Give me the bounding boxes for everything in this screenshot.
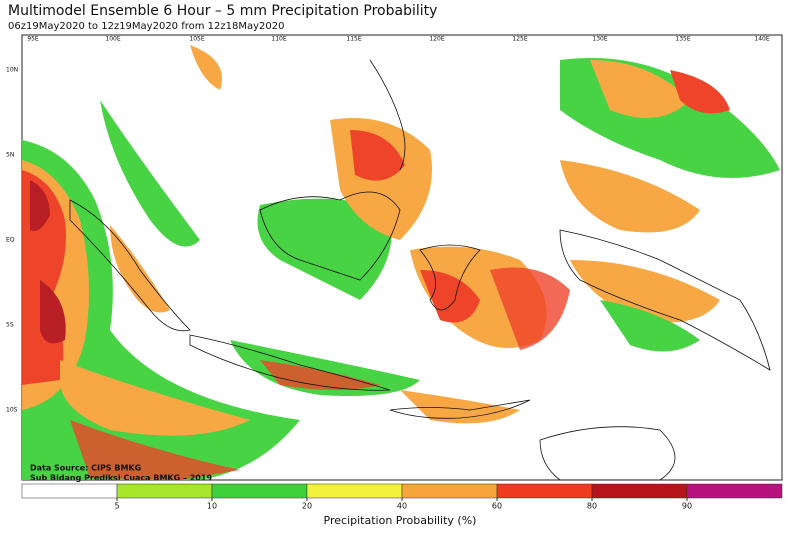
- credit: Data Source: CIPS BMKG: [30, 464, 141, 473]
- colorbar-tick-label: 10: [207, 502, 217, 511]
- lon-label: 105E: [189, 36, 204, 43]
- colorbar-tick-label: 5: [114, 502, 119, 511]
- colorbar-tick-label: 90: [682, 502, 692, 511]
- lon-label: 100E: [105, 36, 120, 43]
- colorbar-segment: [401, 483, 498, 499]
- colorbar-segment: [496, 483, 593, 499]
- lat-label: 5S: [6, 322, 14, 329]
- colorbar-tick-label: 40: [397, 502, 407, 511]
- colorbar-segment: [21, 483, 118, 499]
- lon-label: 95E: [27, 36, 39, 43]
- colorbar-label: Precipitation Probability (%): [324, 514, 477, 527]
- lat-label: 10N: [6, 67, 18, 74]
- precip-field: [22, 45, 780, 480]
- colorbar-segment: [306, 483, 403, 499]
- lat-label: 5N: [6, 152, 14, 159]
- lon-label: 115E: [346, 36, 361, 43]
- lon-label: 135E: [675, 36, 690, 43]
- colorbar-tick-label: 60: [492, 502, 502, 511]
- lat-label: 10S: [6, 407, 18, 414]
- colorbar-tick-label: 80: [587, 502, 597, 511]
- lon-label: 110E: [271, 36, 286, 43]
- colorbar: 5 10 20 40 60 80 90: [21, 483, 783, 511]
- colorbar-segment: [116, 483, 213, 499]
- colorbar-segment: [211, 483, 308, 499]
- credit: Sub Bidang Prediksi Cuaca BMKG – 2019: [30, 474, 212, 483]
- colorbar-segment: [686, 483, 783, 499]
- title: Multimodel Ensemble 6 Hour – 5 mm Precip…: [8, 3, 437, 19]
- map: 95E 100E 105E 110E 115E 120E 125E 130E 135E 140E 1…: [6, 34, 783, 481]
- colorbar-tick-label: 20: [302, 502, 312, 511]
- colorbar-segment: [591, 483, 688, 499]
- lon-label: 120E: [429, 36, 444, 43]
- lon-label: 130E: [592, 36, 607, 43]
- lat-label: EQ: [6, 237, 15, 244]
- coastlines: [69, 59, 771, 481]
- lon-label: 125E: [512, 36, 527, 43]
- subtitle: 06z19May2020 to 12z19May2020 from 12z18M…: [8, 21, 285, 32]
- lon-label: 140E: [754, 36, 769, 43]
